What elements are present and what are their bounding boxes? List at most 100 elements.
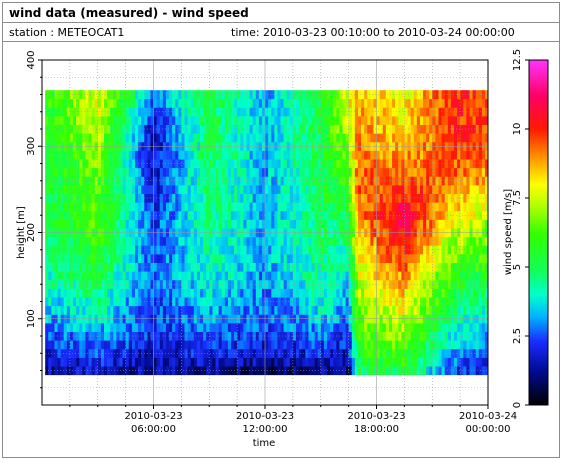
heatmap-cell: [385, 185, 390, 194]
heatmap-cell: [416, 323, 421, 332]
heatmap-cell: [413, 236, 418, 246]
heatmap-cell: [364, 236, 368, 246]
heatmap-cell: [212, 271, 216, 281]
heatmap-cell: [252, 159, 257, 169]
heatmap-cell: [131, 348, 136, 358]
heatmap-cell: [261, 193, 266, 203]
heatmap-cell: [193, 323, 198, 332]
heatmap-cell: [175, 366, 179, 376]
heatmap-cell: [268, 254, 272, 263]
heatmap-cell: [432, 348, 436, 358]
heatmap-cell: [441, 124, 445, 134]
heatmap-cell: [314, 202, 319, 212]
heatmap-cell: [308, 150, 312, 160]
heatmap-cell: [333, 340, 337, 350]
heatmap-cell: [348, 210, 353, 220]
heatmap-cell: [63, 245, 68, 255]
heatmap-cell: [429, 185, 433, 194]
heatmap-cell: [382, 254, 387, 263]
heatmap-cell: [252, 305, 257, 315]
heatmap-cell: [444, 279, 449, 289]
heatmap-cell: [323, 193, 328, 203]
heatmap-cell: [444, 271, 449, 281]
heatmap-cell: [336, 90, 340, 100]
heatmap-cell: [169, 271, 173, 281]
heatmap-cell: [280, 305, 284, 315]
heatmap-cell: [76, 357, 80, 367]
heatmap-cell: [308, 279, 312, 289]
heatmap-cell: [401, 124, 405, 134]
heatmap-cell: [230, 210, 235, 220]
heatmap-cell: [367, 305, 371, 315]
heatmap-cell: [435, 297, 439, 307]
heatmap-cell: [450, 133, 455, 143]
heatmap-cell: [342, 219, 346, 229]
heatmap-cell: [85, 150, 89, 160]
heatmap-cell: [79, 323, 83, 332]
heatmap-cell: [299, 340, 303, 350]
heatmap-cell: [261, 116, 266, 125]
heatmap-cell: [200, 357, 204, 367]
heatmap-cell: [302, 202, 306, 212]
heatmap-cell: [283, 185, 288, 194]
heatmap-cell: [156, 331, 161, 341]
heatmap-cell: [261, 254, 266, 263]
heatmap-cell: [438, 305, 442, 315]
heatmap-cell: [237, 90, 241, 100]
heatmap-cell: [51, 185, 55, 194]
heatmap-cell: [193, 185, 198, 194]
heatmap-cell: [333, 245, 337, 255]
heatmap-cell: [156, 262, 161, 272]
heatmap-cell: [243, 116, 247, 125]
heatmap-cell: [373, 288, 377, 298]
heatmap-cell: [51, 305, 55, 315]
heatmap-cell: [429, 210, 433, 220]
heatmap-cell: [175, 98, 179, 108]
heatmap-cell: [457, 348, 461, 358]
heatmap-cell: [450, 98, 455, 108]
heatmap-cell: [76, 305, 80, 315]
heatmap-cell: [119, 167, 123, 177]
heatmap-cell: [234, 357, 238, 367]
heatmap-cell: [224, 107, 229, 117]
heatmap-cell: [224, 366, 229, 376]
heatmap-cell: [271, 159, 275, 169]
heatmap-cell: [153, 254, 157, 263]
heatmap-cell: [404, 305, 408, 315]
heatmap-cell: [51, 202, 55, 212]
heatmap-cell: [348, 288, 353, 298]
heatmap-cell: [144, 357, 148, 367]
heatmap-cell: [76, 323, 80, 332]
heatmap-cell: [110, 185, 114, 194]
heatmap-cell: [255, 202, 260, 212]
heatmap-cell: [128, 219, 133, 229]
heatmap-cell: [277, 305, 281, 315]
heatmap-cell: [190, 150, 195, 160]
heatmap-cell: [426, 305, 430, 315]
heatmap-cell: [348, 366, 353, 376]
heatmap-cell: [54, 297, 58, 307]
heatmap-cell: [175, 357, 179, 367]
heatmap-cell: [54, 116, 58, 125]
heatmap-cell: [401, 210, 405, 220]
heatmap-cell: [240, 279, 244, 289]
heatmap-cell: [261, 159, 266, 169]
heatmap-cell: [311, 150, 315, 160]
heatmap-cell: [361, 357, 365, 367]
heatmap-cell: [252, 254, 257, 263]
heatmap-cell: [367, 366, 371, 376]
heatmap-cell: [107, 116, 111, 125]
heatmap-cell: [159, 297, 164, 307]
heatmap-cell: [354, 193, 359, 203]
heatmap-cell: [317, 366, 322, 376]
heatmap-cell: [292, 116, 297, 125]
heatmap-cell: [131, 124, 136, 134]
heatmap-cell: [373, 254, 377, 263]
heatmap-cell: [314, 305, 319, 315]
heatmap-cell: [215, 193, 219, 203]
heatmap-cell: [336, 116, 340, 125]
heatmap-cell: [348, 176, 353, 186]
heatmap-cell: [73, 150, 77, 160]
heatmap-cell: [252, 116, 257, 125]
heatmap-cell: [224, 219, 229, 229]
